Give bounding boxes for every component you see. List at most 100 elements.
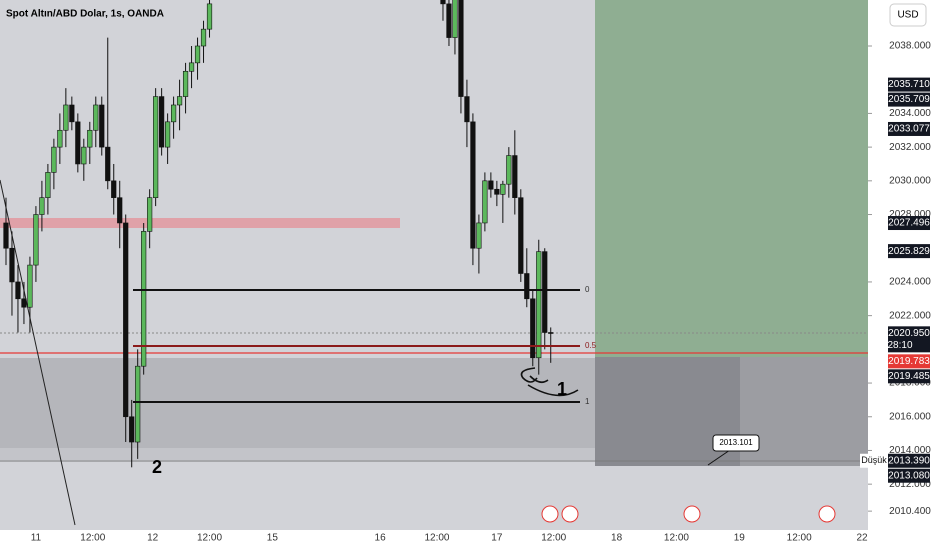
candles (3, 0, 554, 468)
x-tick-label: 12:00 (664, 533, 689, 544)
y-tick-label: 2024.000 (889, 277, 931, 288)
y-tick-label: 2032.000 (889, 142, 931, 153)
candle-body (147, 197, 153, 232)
candle-body (458, 0, 464, 97)
candle-body (446, 3, 452, 38)
candle-body (440, 0, 446, 5)
candle-body (57, 129, 63, 148)
x-tick-label: 22 (856, 533, 868, 544)
event-icons (541, 505, 836, 523)
candle-body (476, 222, 482, 249)
candle-body (63, 104, 69, 131)
candle-body (542, 251, 548, 333)
callout: 2013.101 (719, 438, 753, 447)
candle-body (27, 264, 33, 308)
zones (0, 0, 868, 526)
candle-body (452, 0, 458, 38)
candle-body (500, 183, 506, 195)
price-tag-label: 2019.485 (888, 371, 930, 382)
x-tick-label: 17 (491, 533, 503, 544)
y-tick-label: 2028.000 (889, 209, 931, 220)
candle-body (506, 155, 512, 185)
x-tick-label: 12:00 (80, 533, 105, 544)
event-icon[interactable] (561, 505, 579, 523)
candle-body (182, 70, 189, 97)
demand-zone-lower (0, 448, 595, 462)
countdown-bg (888, 339, 930, 353)
candle-body (111, 180, 117, 198)
candle-body (171, 104, 177, 123)
candle-body (45, 172, 51, 198)
y-tick-label: 2022.000 (889, 310, 931, 321)
x-tick-label: 18 (611, 533, 623, 544)
x-tick-label: 12:00 (541, 533, 566, 544)
fib-label: 1 (585, 397, 590, 406)
stop-zone-right (740, 357, 868, 466)
hand-arrow (520, 367, 579, 397)
candle-body (153, 96, 159, 198)
currency-button[interactable] (889, 3, 927, 27)
candle-body (33, 214, 39, 266)
y-tick-label: 2010.400 (889, 506, 931, 517)
price-tag (888, 77, 930, 92)
y-tick-label: 2030.000 (889, 175, 931, 186)
candle-body (75, 121, 81, 165)
x-tick-label: 15 (267, 533, 279, 544)
chart-title: Spot Altın/ABD Dolar, 1s, OANDA (6, 9, 164, 20)
price-tag (888, 244, 930, 259)
candle-body (165, 121, 171, 148)
price-tag-label: 2035.709 (888, 94, 930, 105)
price-tag (888, 92, 930, 107)
price-tag-label: 2020.950 (888, 328, 930, 339)
price-tag-label: 2013.080 (888, 470, 930, 481)
candle-body (530, 298, 536, 359)
price-tag-label: 2027.496 (888, 218, 930, 229)
candle-body (548, 332, 554, 334)
candle-body (21, 298, 27, 308)
price-tag (888, 354, 930, 369)
candle-body (129, 416, 135, 443)
candle-body (123, 222, 129, 418)
x-tick-label: 12 (147, 533, 159, 544)
price-tag-label: 2013.390 (888, 455, 930, 466)
candle-body (51, 146, 57, 173)
candle-body (81, 146, 87, 165)
event-icon[interactable] (683, 505, 701, 523)
candle-body (176, 96, 183, 106)
candle-body (482, 180, 488, 224)
event-icon[interactable] (818, 505, 836, 523)
price-tag (888, 369, 930, 384)
candle-body (99, 104, 105, 148)
candle-body (512, 155, 518, 198)
countdown: 28:10 (887, 340, 912, 351)
candle-body (141, 231, 147, 367)
x-tick-label: 16 (375, 533, 387, 544)
resistance-band (0, 218, 400, 228)
candle-body (524, 273, 530, 300)
candle-body (206, 3, 213, 30)
drawings: 0 0.5 1 2 1 2013.101 (133, 285, 760, 477)
candle-body (188, 62, 195, 72)
target-zone (595, 0, 868, 357)
fib-label: 0.5 (585, 341, 597, 350)
price-tag (888, 468, 930, 483)
y-tick-label: 2012.000 (889, 479, 931, 490)
y-tick-label: 2016.000 (889, 411, 931, 422)
price-tag-label: 2035.710 (888, 79, 930, 90)
low-tag: Düşük (861, 455, 887, 465)
price-tag (888, 121, 930, 136)
x-tick-label: 12:00 (787, 533, 812, 544)
price-tag-label: 2033.077 (888, 124, 930, 135)
event-icon[interactable] (541, 505, 559, 523)
currency[interactable]: USD (897, 10, 918, 21)
callout-box (712, 434, 760, 452)
candle-body (93, 104, 99, 131)
low-tag-bg (860, 453, 888, 468)
trend-line (0, 179, 76, 526)
candle-body (117, 197, 123, 224)
wave-label: 2 (152, 457, 162, 477)
candle-body (470, 121, 476, 249)
candle-body (69, 104, 75, 123)
price-tag (888, 216, 930, 231)
